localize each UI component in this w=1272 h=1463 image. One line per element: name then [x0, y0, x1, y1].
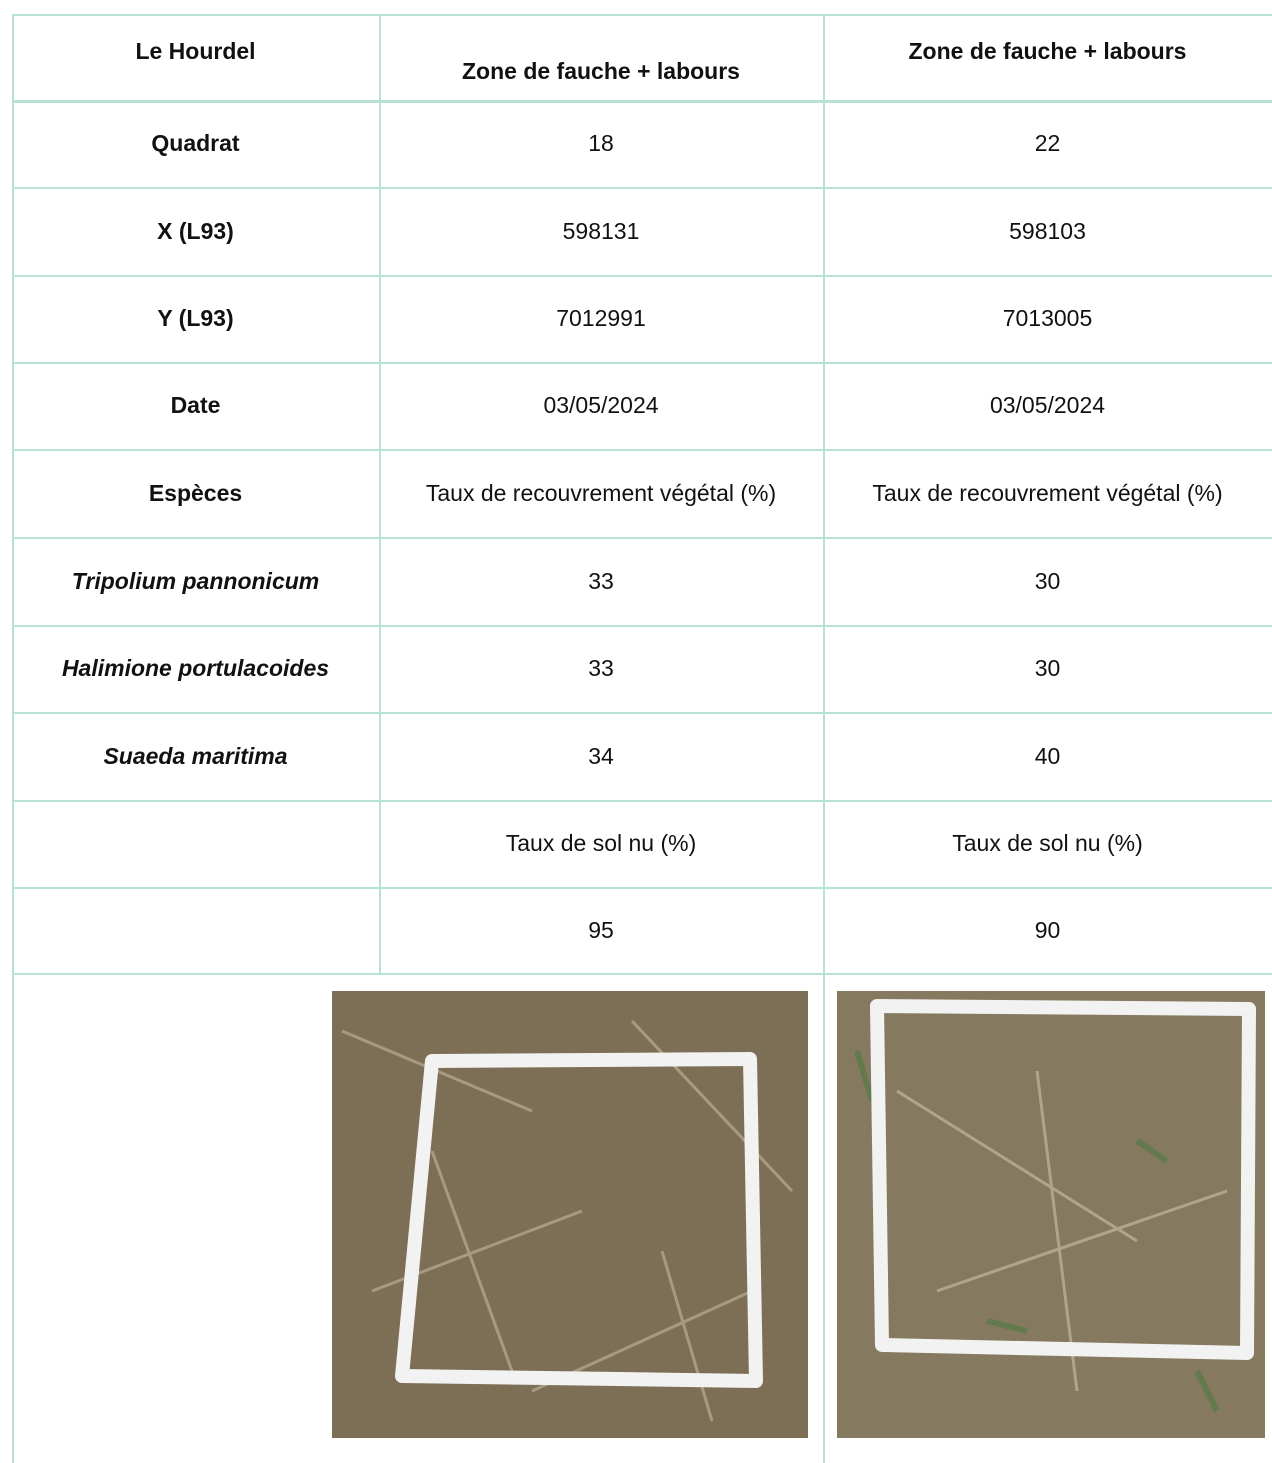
table-cell: 33 — [588, 655, 614, 681]
row-border — [12, 187, 1272, 189]
table-cell: 90 — [1034, 916, 1061, 943]
row-border — [12, 14, 1272, 16]
row-border — [12, 362, 1272, 364]
table-cell: Taux de recouvrement végétal (%) — [425, 479, 777, 506]
row-border — [12, 973, 1272, 975]
column-border — [12, 14, 14, 1463]
table-cell: 34 — [588, 742, 614, 769]
table-cell: 03/05/2024 — [543, 392, 659, 418]
row-label: Quadrat — [151, 130, 240, 156]
table-cell: 03/05/2024 — [989, 392, 1106, 418]
row-label: Suaeda maritima — [103, 742, 288, 769]
row-border — [12, 449, 1272, 451]
table-cell: 22 — [1034, 130, 1061, 156]
quadrat-photo — [837, 991, 1265, 1438]
table-cell: 598103 — [1009, 217, 1086, 244]
row-border — [12, 275, 1272, 277]
row-label: Espèces — [148, 479, 243, 506]
header-cell: Zone de fauche + labours — [462, 57, 740, 84]
row-border — [12, 100, 1272, 103]
table-cell: 7013005 — [1002, 305, 1093, 331]
table-cell: 33 — [588, 567, 614, 594]
table-cell: Taux de sol nu (%) — [505, 830, 697, 856]
table-cell: 95 — [588, 916, 614, 943]
header-cell: Le Hourdel — [135, 37, 256, 64]
table-cell: 598131 — [562, 217, 640, 244]
table-cell: 7012991 — [556, 305, 646, 331]
row-border — [12, 712, 1272, 714]
row-label: Y (L93) — [157, 305, 234, 331]
table-cell: Taux de sol nu (%) — [952, 830, 1143, 856]
row-border — [12, 800, 1272, 802]
row-label: Date — [170, 392, 221, 418]
column-border — [823, 14, 825, 1463]
table-cell: 18 — [588, 130, 614, 156]
row-border — [12, 625, 1272, 627]
row-border — [12, 887, 1272, 889]
header-cell: Zone de fauche + labours — [908, 37, 1187, 64]
quadrat-photo — [332, 991, 808, 1438]
row-label: Halimione portulacoides — [61, 655, 330, 681]
table-cell: 30 — [1034, 567, 1061, 594]
table-cell: Taux de recouvrement végétal (%) — [872, 479, 1223, 506]
row-label: Tripolium pannonicum — [71, 567, 320, 594]
table-cell: 40 — [1034, 742, 1061, 769]
row-label: X (L93) — [157, 217, 234, 244]
table-cell: 30 — [1034, 655, 1061, 681]
row-border — [12, 537, 1272, 539]
column-border — [379, 14, 381, 973]
